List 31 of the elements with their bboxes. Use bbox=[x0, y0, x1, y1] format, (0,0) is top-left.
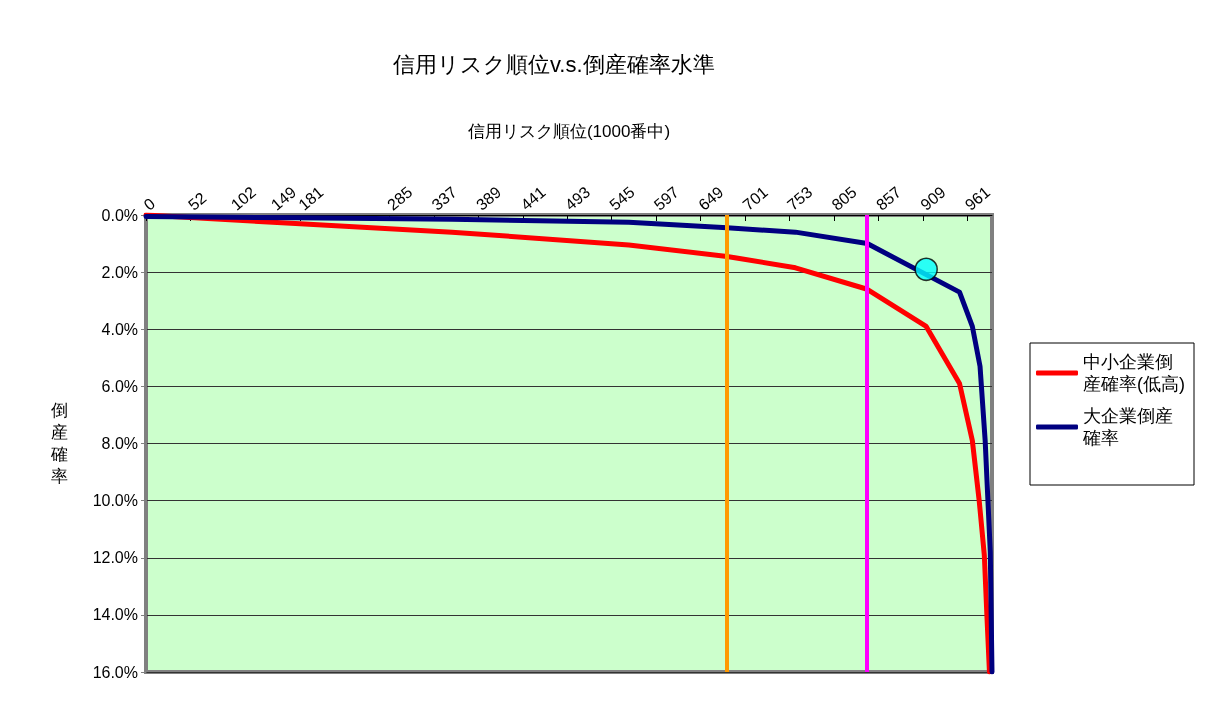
x-tick-label: 701 bbox=[739, 183, 772, 214]
y-tick-label: 10.0% bbox=[92, 492, 138, 510]
x-tick-label: 102 bbox=[227, 183, 260, 214]
y-tick-label: 12.0% bbox=[92, 549, 138, 567]
x-tick-label: 753 bbox=[784, 183, 816, 214]
x-tick-label: 389 bbox=[472, 183, 505, 214]
y-tick-label: 6.0% bbox=[101, 377, 138, 395]
x-axis-title: 信用リスク順位(1000番中) bbox=[467, 122, 671, 141]
y-tick-label: 8.0% bbox=[101, 435, 138, 452]
legend-label: 中小企業倒産確率(低高) bbox=[1083, 352, 1185, 394]
x-tick-label: 909 bbox=[917, 183, 949, 214]
x-tick-label: 649 bbox=[695, 183, 727, 214]
y-axis-title: 倒産確率 bbox=[50, 401, 68, 486]
x-tick-label: 441 bbox=[517, 183, 549, 214]
x-tick-label: 285 bbox=[384, 183, 416, 214]
x-tick-label: 52 bbox=[184, 188, 210, 214]
x-tick-label: 337 bbox=[428, 183, 460, 214]
x-tick-label: 0 bbox=[140, 194, 159, 214]
x-tick-label: 545 bbox=[606, 183, 638, 214]
x-tick-label: 805 bbox=[828, 183, 860, 214]
x-tick-label: 493 bbox=[561, 183, 594, 214]
x-tick-label: 857 bbox=[872, 183, 905, 214]
y-tick-label: 14.0% bbox=[92, 606, 138, 624]
chart-title: 信用リスク順位v.s.倒産確率水準 bbox=[393, 51, 715, 77]
x-tick-label: 961 bbox=[961, 183, 994, 214]
y-tick-label: 16.0% bbox=[92, 663, 138, 681]
y-tick-label: 2.0% bbox=[101, 263, 138, 281]
y-tick-label: 4.0% bbox=[101, 320, 138, 338]
x-tick-label: 597 bbox=[650, 183, 683, 214]
y-tick-label: 0.0% bbox=[101, 206, 138, 224]
legend-label: 大企業倒産確率 bbox=[1082, 406, 1173, 448]
